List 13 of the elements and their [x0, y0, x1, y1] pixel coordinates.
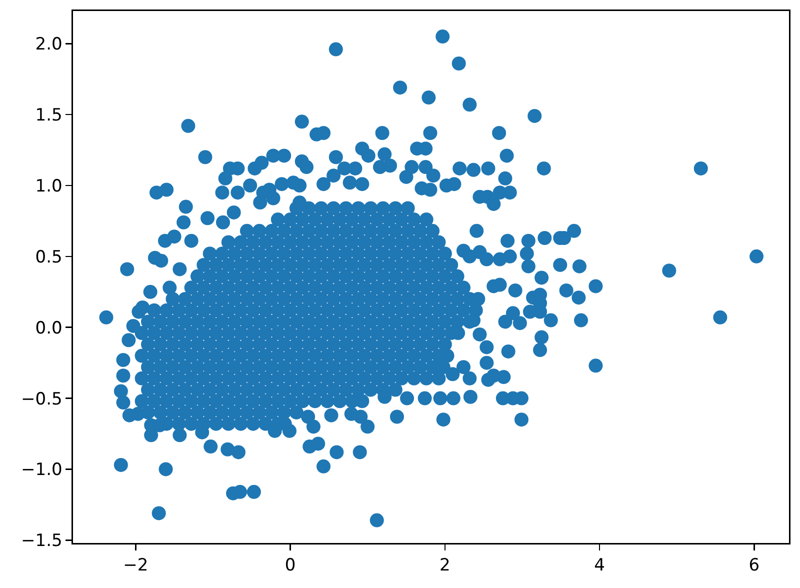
x-tick-label: 6	[748, 556, 760, 576]
y-tick-label: 1.0	[35, 176, 62, 196]
x-tick-label: 0	[284, 556, 296, 576]
y-tick-label: 1.5	[35, 106, 62, 126]
y-tick-label: 0.0	[35, 318, 62, 338]
y-tick-label: −1.5	[21, 531, 62, 552]
y-tick-label: −1.0	[21, 460, 62, 480]
x-tick-label: −2	[123, 556, 148, 576]
x-tick-label: 4	[594, 556, 605, 576]
y-tick-label: −0.5	[21, 389, 62, 410]
y-tick-label: 2.0	[35, 34, 62, 55]
x-tick-label: 2	[440, 556, 450, 576]
y-tick-label: 0.5	[35, 247, 62, 268]
